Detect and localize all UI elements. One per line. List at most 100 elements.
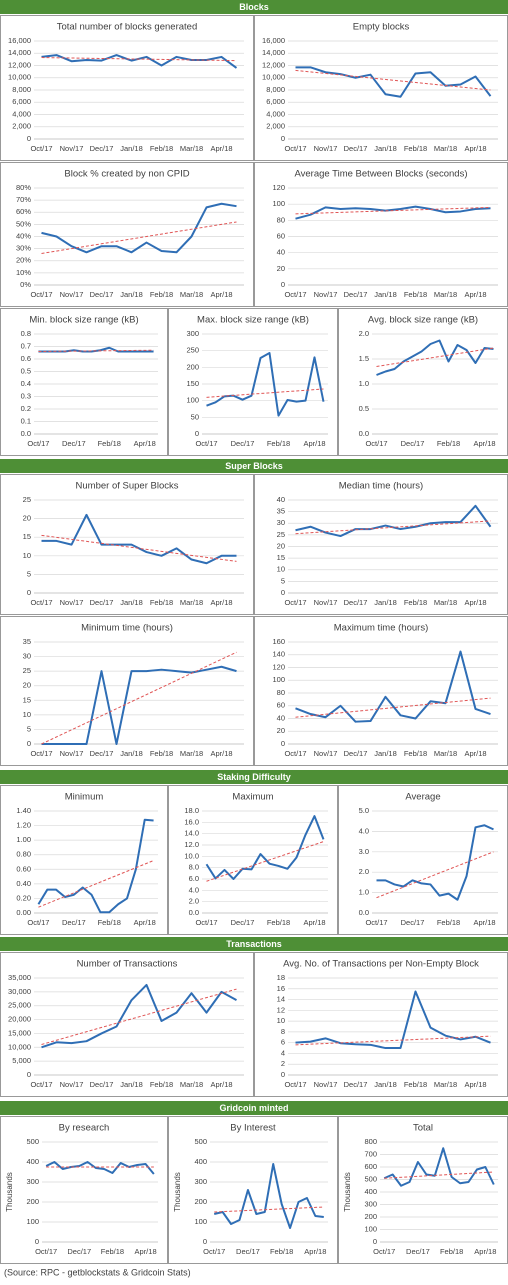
- section-title: Transactions: [226, 939, 282, 949]
- data-line: [295, 205, 491, 220]
- data-line: [295, 66, 492, 98]
- x-tick-label: Dec/17: [344, 290, 368, 299]
- y-tick-label: 300: [26, 1177, 39, 1186]
- y-tick-label: 200: [364, 1212, 377, 1221]
- x-tick-label: Oct/17: [284, 290, 306, 299]
- y-tick-label: 4.0: [189, 885, 199, 894]
- y-tick-label: 160: [272, 637, 285, 646]
- y-tick-label: 400: [364, 1187, 377, 1196]
- y-tick-label: 5: [281, 576, 285, 585]
- y-tick-label: 6,000: [266, 97, 285, 106]
- y-tick-label: 12: [277, 1005, 285, 1014]
- x-tick-label: Feb/18: [98, 439, 121, 448]
- y-tick-label: 0.3: [21, 391, 31, 400]
- y-tick-label: 12.0: [184, 840, 199, 849]
- x-tick-label: Mar/18: [434, 1080, 457, 1089]
- y-tick-label: 300: [364, 1199, 377, 1208]
- y-tick-label: 14,000: [262, 48, 285, 57]
- x-tick-label: Dec/17: [90, 598, 114, 607]
- y-tick-label: 200: [186, 362, 199, 371]
- x-tick-label: Oct/17: [365, 439, 387, 448]
- y-tick-label: 30: [23, 652, 31, 661]
- x-tick-label: Dec/17: [344, 1080, 368, 1089]
- x-tick-label: Dec/17: [62, 918, 86, 927]
- y-tick-label: 0.2: [21, 404, 31, 413]
- y-tick-label: 0.0: [359, 908, 369, 917]
- x-tick-label: Apr/18: [474, 1247, 496, 1256]
- y-tick-label: 0.0: [189, 908, 199, 917]
- chart-panel: [0, 162, 254, 307]
- y-tick-label: 10: [23, 710, 31, 719]
- data-line: [41, 665, 237, 745]
- x-tick-label: Jan/18: [374, 1080, 397, 1089]
- x-tick-label: Dec/17: [90, 144, 114, 153]
- trend-line: [41, 651, 237, 745]
- y-tick-label: 0: [281, 1070, 285, 1079]
- section-title: Staking Difficulty: [217, 772, 291, 782]
- section-header: [0, 1101, 508, 1115]
- chart-panel: [254, 616, 508, 766]
- y-tick-label: 0: [27, 588, 31, 597]
- x-tick-label: Nov/17: [60, 144, 84, 153]
- x-tick-label: Nov/17: [314, 749, 338, 758]
- x-tick-label: Oct/17: [30, 144, 52, 153]
- y-tick-label: 300: [194, 1177, 207, 1186]
- trend-line: [295, 520, 491, 535]
- chart-panel: [0, 952, 254, 1097]
- x-tick-label: Nov/17: [314, 290, 338, 299]
- x-tick-label: Mar/18: [180, 749, 203, 758]
- y-tick-label: 25: [23, 495, 31, 504]
- y-tick-label: 0.1: [21, 416, 31, 425]
- x-tick-label: Feb/18: [404, 1080, 427, 1089]
- y-tick-label: 6.0: [189, 874, 199, 883]
- y-tick-label: 10: [277, 565, 285, 574]
- x-tick-label: Jan/18: [120, 749, 143, 758]
- chart-title: Minimum time (hours): [81, 623, 173, 634]
- x-tick-label: Dec/17: [90, 749, 114, 758]
- section-title: Gridcoin minted: [219, 1103, 288, 1113]
- y-tick-label: 600: [364, 1162, 377, 1171]
- x-tick-label: Jan/18: [120, 1080, 143, 1089]
- y-tick-label: 80%: [16, 183, 31, 192]
- section-header: [0, 0, 508, 14]
- chart-title: Empty blocks: [353, 22, 410, 33]
- x-tick-label: Mar/18: [434, 598, 457, 607]
- section-title: Blocks: [239, 2, 269, 12]
- x-tick-label: Oct/17: [30, 1080, 52, 1089]
- y-tick-label: 16,000: [262, 36, 285, 45]
- x-tick-label: Jan/18: [374, 144, 397, 153]
- x-tick-label: Nov/17: [60, 749, 84, 758]
- y-tick-label: 18.0: [184, 806, 199, 815]
- x-tick-label: Feb/18: [404, 290, 427, 299]
- y-tick-label: 20: [277, 264, 285, 273]
- section-header: [0, 459, 508, 473]
- y-tick-label: 16,000: [8, 36, 31, 45]
- y-tick-label: 400: [194, 1157, 207, 1166]
- x-tick-label: Dec/17: [67, 1247, 91, 1256]
- trend-line: [295, 206, 491, 215]
- y-tick-label: 8.0: [189, 863, 199, 872]
- data-line: [41, 983, 237, 1049]
- y-tick-label: 0.20: [16, 893, 31, 902]
- x-tick-label: Oct/17: [27, 918, 49, 927]
- data-line: [41, 202, 237, 254]
- x-tick-label: Apr/18: [210, 290, 232, 299]
- x-tick-label: Dec/17: [344, 144, 368, 153]
- y-tick-label: 4: [281, 1048, 285, 1057]
- x-tick-label: Apr/18: [210, 1080, 232, 1089]
- x-tick-label: Apr/18: [210, 144, 232, 153]
- y-tick-label: 0.60: [16, 864, 31, 873]
- x-tick-label: Nov/17: [314, 144, 338, 153]
- x-tick-label: Apr/18: [134, 918, 156, 927]
- y-tick-label: 0.00: [16, 908, 31, 917]
- y-tick-label: 500: [194, 1137, 207, 1146]
- x-tick-label: Apr/18: [304, 1247, 326, 1256]
- y-tick-label: 120: [272, 183, 285, 192]
- chart-title: Number of Super Blocks: [76, 481, 179, 492]
- x-tick-label: Apr/18: [134, 439, 156, 448]
- y-tick-label: 500: [26, 1137, 39, 1146]
- y-tick-label: 5.0: [359, 806, 369, 815]
- y-tick-label: 8: [281, 1027, 285, 1036]
- y-tick-label: 14,000: [8, 48, 31, 57]
- y-tick-label: 1.0: [359, 888, 369, 897]
